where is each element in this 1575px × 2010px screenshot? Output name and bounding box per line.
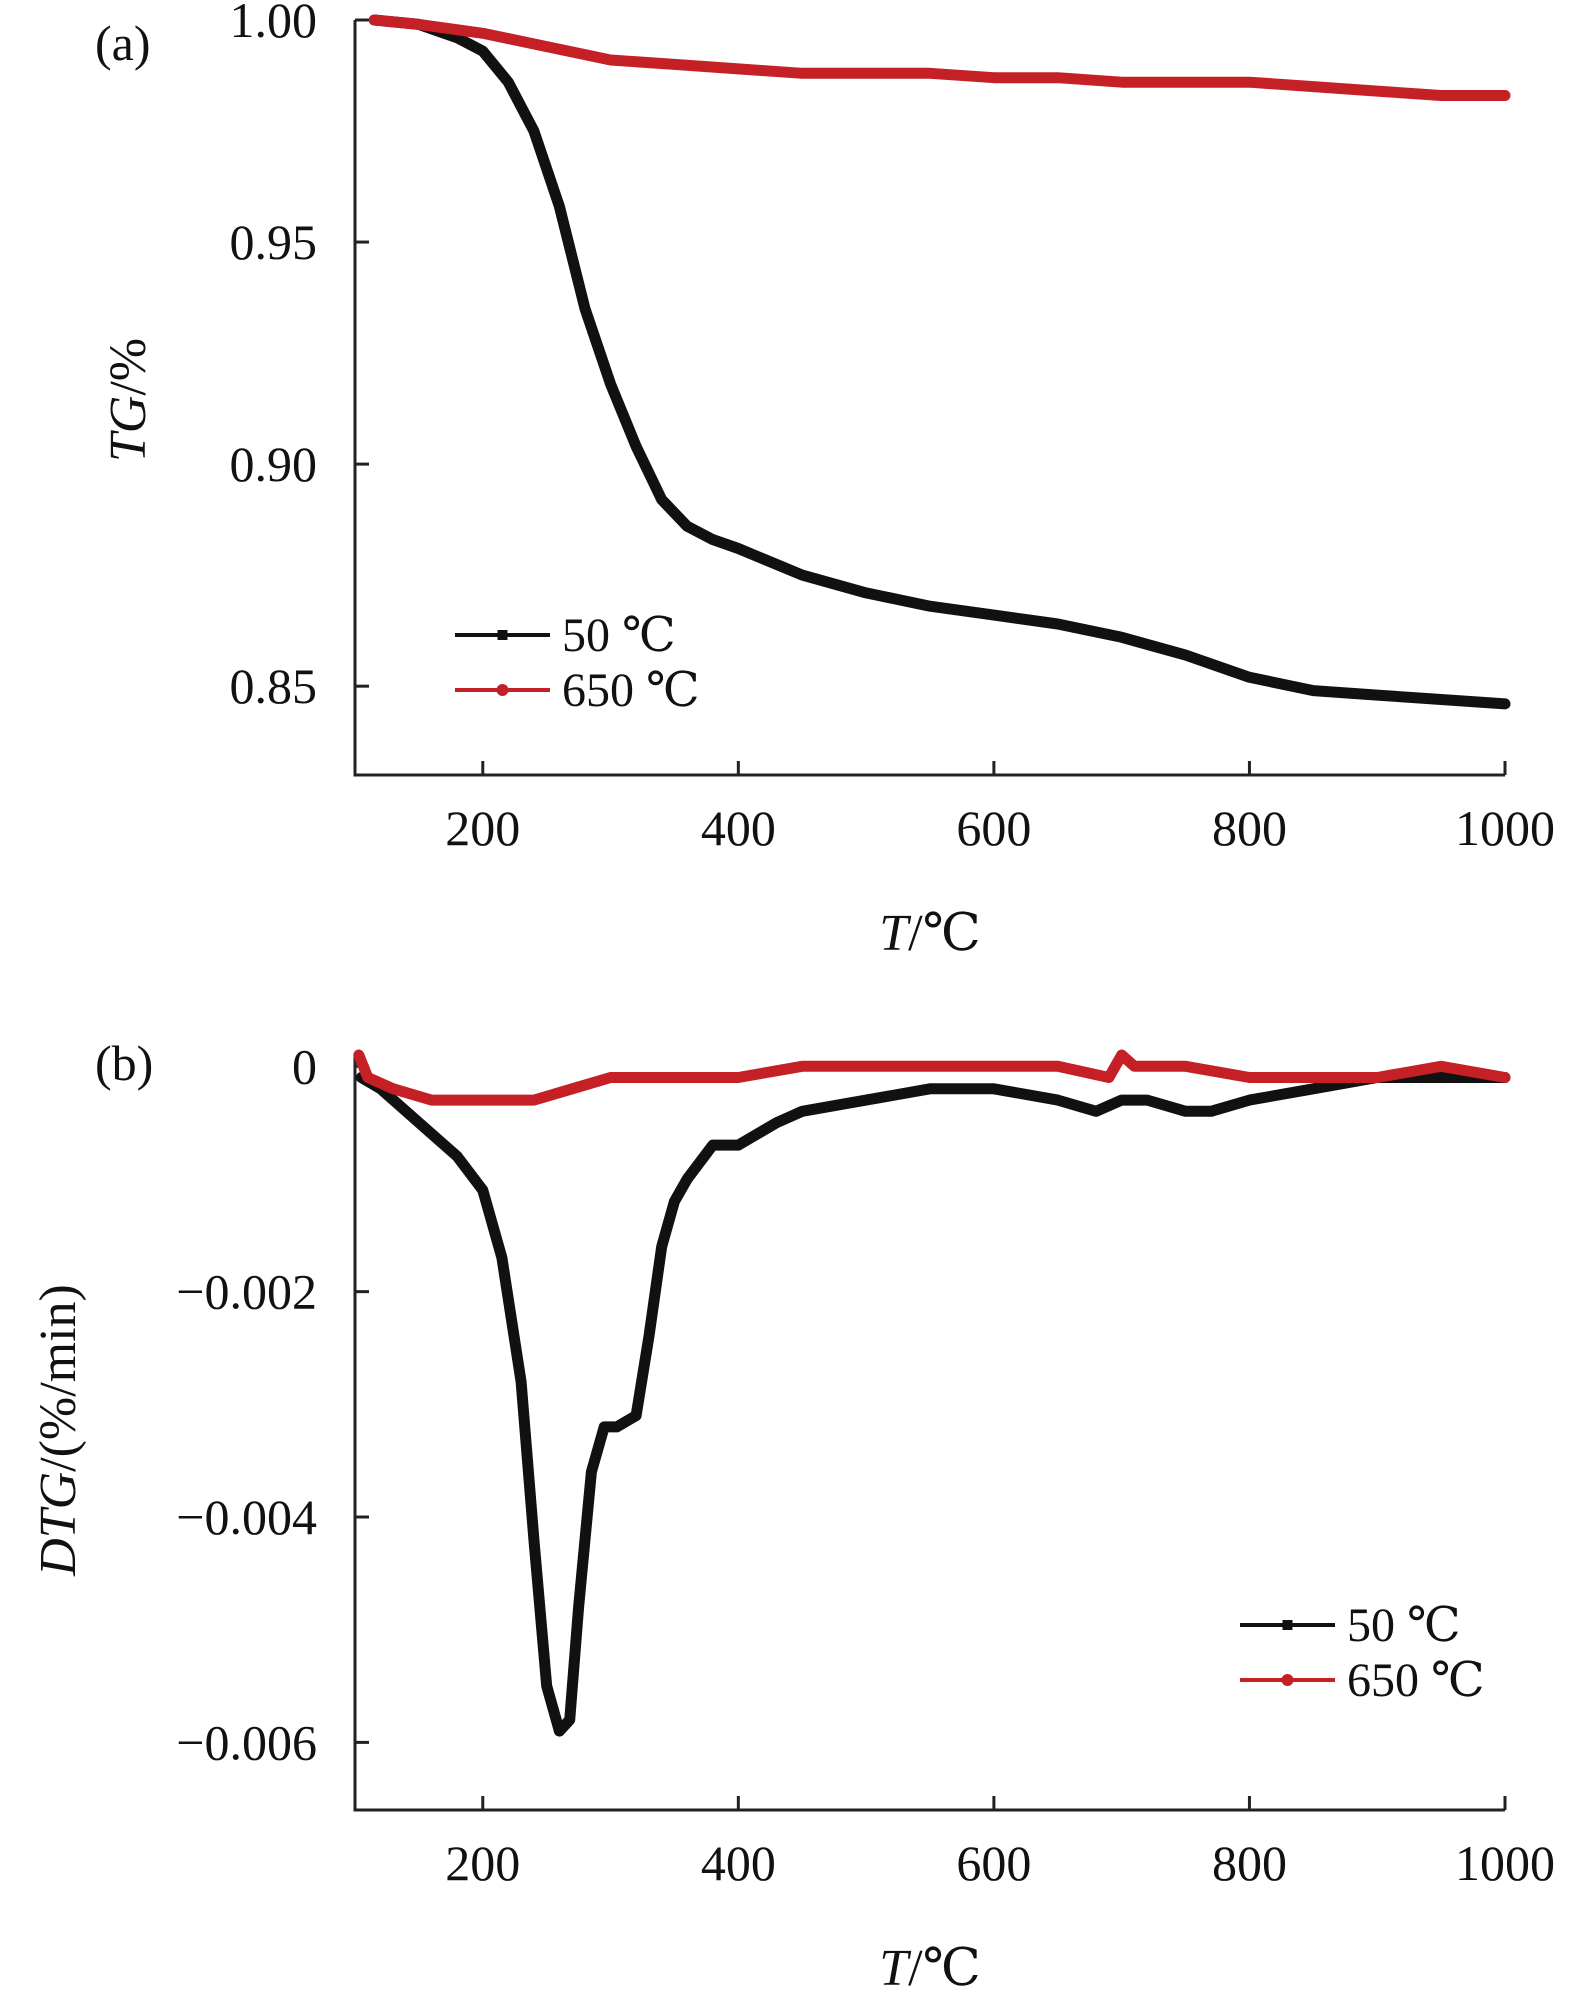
y-tick-label: −0.004 <box>176 1489 317 1545</box>
legend-label-0: 50 ℃ <box>562 609 676 662</box>
y-tick-label: −0.002 <box>176 1264 317 1320</box>
series-line-1 <box>353 1049 1511 1106</box>
x-tick-label: 800 <box>1212 1835 1287 1891</box>
series-line-0 <box>355 1072 1511 1737</box>
y-axis-title-rest: /% <box>100 338 157 396</box>
panel-b: 200 400 600 800 10000−0.002−0.004−0.006(b)T/… <box>30 1035 1555 1997</box>
axis-frame <box>353 1055 1505 1812</box>
x-axis-title-rest: /℃ <box>908 1940 981 1997</box>
y-axis-title: DTG/(%/min) <box>30 1284 87 1577</box>
legend-label-1: 650 ℃ <box>562 664 700 717</box>
x-tick-label: 400 <box>701 800 776 856</box>
x-tick-label: 1000 <box>1455 1835 1555 1891</box>
series-line-1 <box>368 14 1511 101</box>
x-tick-label: 1000 <box>1455 800 1555 856</box>
legend-label-1: 650 ℃ <box>1347 1654 1485 1707</box>
x-axis-title: T/℃ <box>879 905 981 962</box>
y-tick-label: 0 <box>292 1038 317 1094</box>
legend-marker-circle <box>496 684 509 696</box>
y-tick-label: 0.95 <box>230 214 318 270</box>
x-tick-label: 600 <box>956 1835 1031 1891</box>
y-tick-label: 0.90 <box>230 436 318 492</box>
y-axis-title-italic: DTG <box>30 1472 87 1577</box>
y-axis-title: TG/% <box>100 338 157 462</box>
panel-label: (a) <box>95 15 151 71</box>
y-axis-title-rest: /(%/min) <box>30 1284 87 1472</box>
x-axis-title-rest: /℃ <box>908 905 981 962</box>
y-tick-label: 0.85 <box>230 658 318 714</box>
y-axis-title-italic: TG <box>100 396 157 462</box>
legend-marker-square <box>1282 1620 1293 1630</box>
series-line-0 <box>368 14 1511 710</box>
legend-marker-square <box>497 630 508 640</box>
x-tick-label: 200 <box>445 1835 520 1891</box>
x-tick-label: 400 <box>701 1835 776 1891</box>
legend-marker-circle <box>1281 1674 1294 1686</box>
x-axis-title: T/℃ <box>879 1940 981 1997</box>
panel-a: 200 400 600 800 1000 0.85 0.90 0.95 1.00 (a) T/℃ TG… <box>95 0 1555 962</box>
x-tick-label: 600 <box>956 800 1031 856</box>
x-axis-title-italic: T <box>879 1940 911 1997</box>
y-tick-label: −0.006 <box>176 1714 317 1770</box>
legend-label-0: 50 ℃ <box>1347 1599 1461 1652</box>
y-tick-label: 1.00 <box>230 0 318 48</box>
panel-label: (b) <box>95 1035 153 1091</box>
x-tick-label: 800 <box>1212 800 1287 856</box>
x-axis-title-italic: T <box>879 905 911 962</box>
x-tick-label: 200 <box>445 800 520 856</box>
axis-frame <box>353 20 1505 777</box>
